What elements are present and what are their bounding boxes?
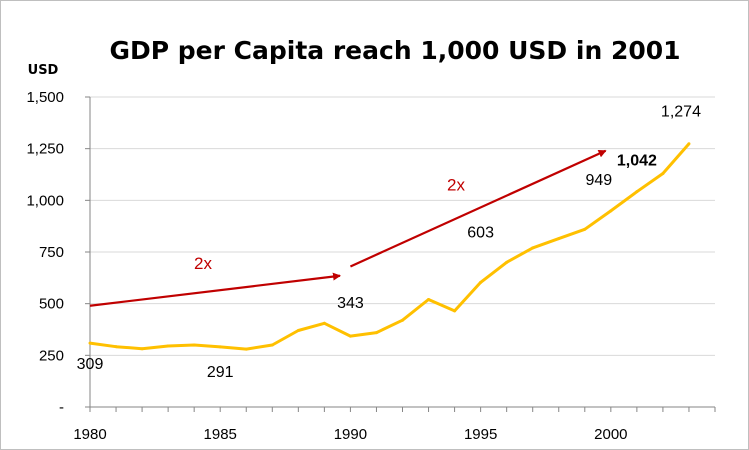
data-point	[218, 345, 222, 349]
data-point	[583, 227, 587, 231]
data-point	[322, 321, 326, 325]
y-tick-label: 1,500	[26, 89, 64, 106]
y-axis-unit-label: USD	[28, 63, 59, 78]
data-point	[88, 341, 92, 345]
data-point	[401, 318, 404, 322]
data-label: 309	[77, 356, 104, 373]
data-point	[609, 209, 613, 213]
data-point	[166, 344, 170, 348]
gridlines	[90, 96, 715, 356]
data-label: 1,042	[617, 153, 657, 170]
x-tick-label: 1985	[204, 426, 237, 443]
axes: - 250 500 750 1,000 1,250 1,500 1980 1985 1990 199…	[26, 89, 716, 443]
data-point	[531, 246, 535, 250]
x-tick-label: 1980	[73, 426, 106, 443]
data-point	[453, 309, 457, 313]
growth-arrow	[89, 272, 341, 307]
y-tick-label: 500	[39, 296, 64, 313]
x-tick-label: 1990	[334, 426, 367, 443]
data-point	[192, 343, 196, 347]
data-labels: 309 291 343 603 949 1,042 1,274	[77, 104, 701, 381]
growth-annotation-label: 2x	[194, 254, 212, 273]
x-tick-label: 1995	[464, 426, 497, 443]
data-point	[374, 331, 378, 335]
data-label: 949	[585, 172, 612, 189]
x-tick-label: 2000	[594, 426, 627, 443]
data-point	[687, 142, 691, 146]
y-tick-label: 1,250	[26, 141, 64, 158]
data-point	[635, 190, 639, 194]
data-point	[270, 343, 274, 347]
data-label: 291	[207, 364, 234, 381]
data-label: 343	[337, 295, 364, 312]
data-point	[296, 329, 300, 333]
growth-annotation-label: 2x	[447, 176, 465, 195]
data-point	[140, 347, 144, 351]
chart-title: GDP per Capita reach 1,000 USD in 2001	[109, 36, 680, 65]
data-point	[348, 334, 352, 338]
annotations: 2x 2x	[89, 149, 607, 307]
series-layer	[88, 142, 691, 351]
y-tick-label: 750	[39, 244, 64, 261]
data-point	[427, 298, 431, 302]
data-point	[244, 347, 248, 351]
data-label: 603	[467, 224, 494, 241]
data-point	[661, 171, 665, 175]
data-point	[557, 237, 561, 241]
y-tick-label: 1,000	[26, 192, 64, 209]
data-label: 1,274	[661, 104, 701, 121]
y-tick-label: -	[59, 399, 64, 416]
growth-arrow	[349, 149, 607, 268]
gdp-series-line	[89, 142, 691, 351]
data-point	[505, 260, 509, 264]
data-point	[479, 280, 483, 284]
y-tick-label: 250	[39, 347, 64, 364]
data-point	[114, 345, 118, 349]
